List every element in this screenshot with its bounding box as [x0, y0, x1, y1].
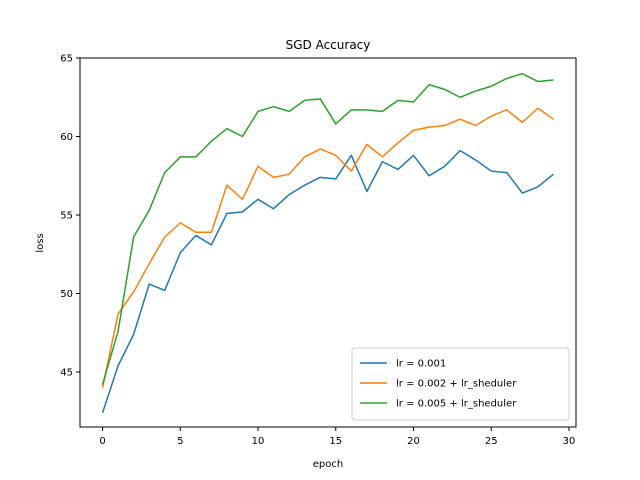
x-axis-label: epoch: [313, 459, 343, 470]
series-line-2: [101, 107, 554, 388]
y-tick-label: 55: [60, 211, 73, 222]
x-axis-ticks: 0 5 10 15 20 25 30: [99, 427, 575, 447]
y-axis-label: loss: [35, 233, 46, 252]
legend-label: lr = 0.005 + lr_sheduler: [396, 399, 517, 410]
y-tick-label: 60: [60, 132, 73, 143]
x-tick-label: 5: [177, 436, 183, 447]
series-lines: [101, 72, 554, 414]
legend-label: lr = 0.002 + lr_sheduler: [396, 379, 517, 390]
y-tick-label: 45: [60, 368, 73, 379]
y-tick-label: 50: [60, 289, 73, 300]
x-tick-label: 15: [329, 436, 342, 447]
legend-label: lr = 0.001: [396, 359, 446, 370]
axes-frame: [79, 57, 577, 428]
x-tick-label: 25: [485, 436, 498, 447]
series-line-1: [101, 149, 554, 414]
x-tick-label: 30: [563, 436, 576, 447]
legend-box: [351, 347, 570, 421]
y-axis-ticks: 45 50 55 60 65: [60, 54, 80, 379]
series-line-3: [101, 72, 554, 385]
x-tick-label: 0: [99, 436, 105, 447]
x-tick-label: 20: [407, 436, 420, 447]
x-tick-label: 10: [252, 436, 265, 447]
chart-title: SGD Accuracy: [286, 38, 371, 52]
y-tick-label: 65: [60, 54, 73, 65]
